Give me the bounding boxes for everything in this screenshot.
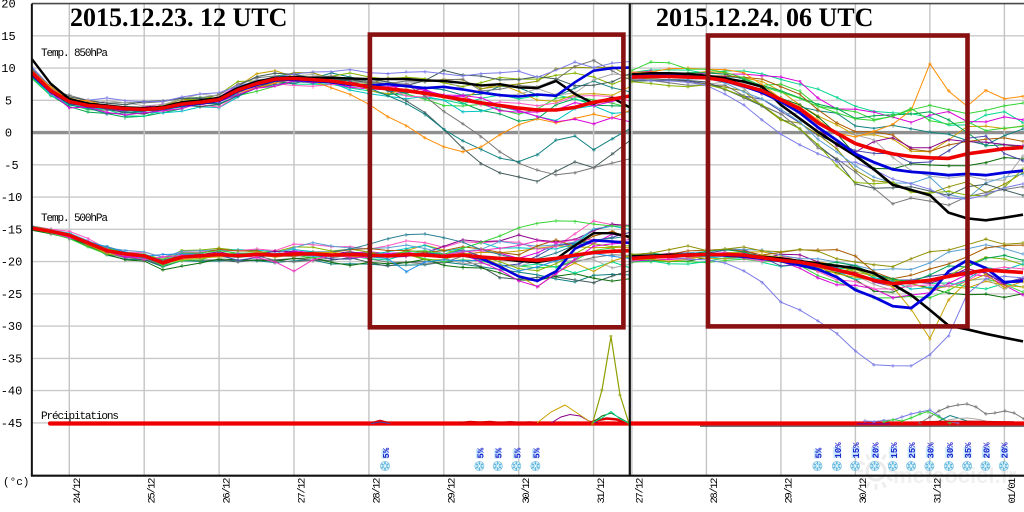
svg-text:30/12: 30/12	[521, 478, 533, 504]
svg-text:35%: 35%	[964, 442, 974, 459]
svg-text:-10: -10	[1, 191, 23, 205]
svg-text:01/01: 01/01	[1007, 478, 1019, 504]
svg-text:31/12: 31/12	[596, 478, 608, 504]
svg-text:20%: 20%	[1001, 442, 1011, 459]
svg-text:5%: 5%	[476, 447, 486, 458]
svg-text:-30: -30	[1, 320, 23, 334]
svg-text:27/12: 27/12	[634, 478, 646, 504]
svg-text:25/12: 25/12	[147, 478, 159, 504]
svg-text:-45: -45	[1, 417, 23, 431]
svg-text:30%: 30%	[926, 442, 936, 459]
svg-text:28/12: 28/12	[709, 478, 721, 504]
svg-text:-15: -15	[1, 223, 23, 237]
svg-text:15%: 15%	[890, 442, 900, 459]
svg-text:0: 0	[5, 127, 12, 141]
svg-text:30%: 30%	[946, 442, 956, 459]
svg-text:20: 20	[1, 0, 15, 12]
svg-text:15%: 15%	[852, 442, 862, 459]
svg-text:-5: -5	[4, 159, 18, 173]
svg-text:-25: -25	[1, 288, 23, 302]
svg-text:25%: 25%	[908, 442, 918, 459]
svg-text:-20: -20	[1, 256, 23, 270]
svg-text:(°c): (°c)	[3, 477, 29, 489]
svg-text:10%: 10%	[834, 442, 844, 459]
svg-text:5%: 5%	[495, 447, 505, 458]
svg-text:5%: 5%	[382, 447, 392, 458]
svg-text:15: 15	[1, 30, 15, 44]
svg-text:2015.12.23. 12 UTC: 2015.12.23. 12 UTC	[70, 3, 287, 32]
svg-text:5: 5	[5, 94, 12, 108]
svg-text:-40: -40	[1, 385, 23, 399]
svg-text:27/12: 27/12	[297, 478, 309, 504]
svg-text:Précipitations: Précipitations	[41, 411, 119, 423]
svg-text:20%: 20%	[872, 442, 882, 459]
svg-text:24/12: 24/12	[72, 478, 84, 504]
svg-text:5%: 5%	[532, 447, 542, 458]
svg-text:5%: 5%	[513, 447, 523, 458]
svg-text:2015.12.24. 06 UTC: 2015.12.24. 06 UTC	[656, 3, 873, 32]
svg-text:29/12: 29/12	[446, 478, 458, 504]
svg-text:-35: -35	[1, 352, 23, 366]
svg-text:Temp. 850hPa: Temp. 850hPa	[41, 48, 108, 60]
svg-text:10: 10	[1, 62, 15, 76]
svg-text:5%: 5%	[814, 447, 824, 458]
svg-text:Temp. 500hPa: Temp. 500hPa	[41, 213, 108, 225]
svg-text:26/12: 26/12	[222, 478, 234, 504]
svg-text:31/12: 31/12	[932, 478, 944, 504]
svg-text:29/12: 29/12	[783, 478, 795, 504]
svg-text:20%: 20%	[982, 442, 992, 459]
svg-text:30/12: 30/12	[858, 478, 870, 504]
svg-text:28/12: 28/12	[371, 478, 383, 504]
